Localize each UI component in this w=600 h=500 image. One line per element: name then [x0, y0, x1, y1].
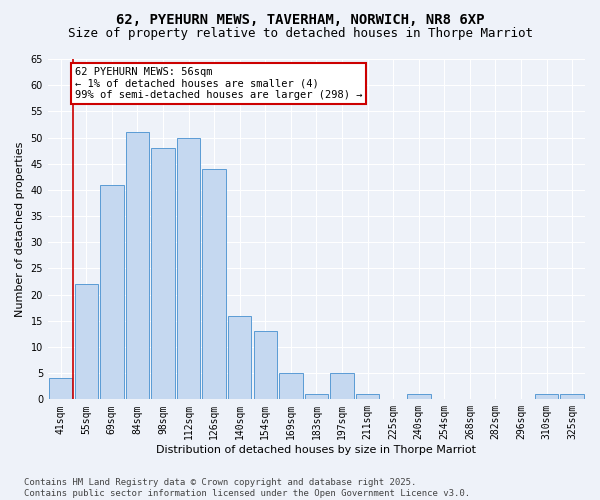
Bar — [279, 373, 302, 400]
Bar — [305, 394, 328, 400]
Y-axis label: Number of detached properties: Number of detached properties — [15, 142, 25, 317]
Bar — [560, 394, 584, 400]
Bar — [330, 373, 354, 400]
Bar — [49, 378, 73, 400]
Text: Contains HM Land Registry data © Crown copyright and database right 2025.
Contai: Contains HM Land Registry data © Crown c… — [24, 478, 470, 498]
X-axis label: Distribution of detached houses by size in Thorpe Marriot: Distribution of detached houses by size … — [157, 445, 476, 455]
Text: Size of property relative to detached houses in Thorpe Marriot: Size of property relative to detached ho… — [67, 28, 533, 40]
Text: 62, PYEHURN MEWS, TAVERHAM, NORWICH, NR8 6XP: 62, PYEHURN MEWS, TAVERHAM, NORWICH, NR8… — [116, 12, 484, 26]
Bar — [177, 138, 200, 400]
Bar — [125, 132, 149, 400]
Bar — [407, 394, 431, 400]
Bar — [356, 394, 379, 400]
Bar — [535, 394, 559, 400]
Bar — [74, 284, 98, 400]
Text: 62 PYEHURN MEWS: 56sqm
← 1% of detached houses are smaller (4)
99% of semi-detac: 62 PYEHURN MEWS: 56sqm ← 1% of detached … — [75, 67, 362, 100]
Bar — [100, 184, 124, 400]
Bar — [151, 148, 175, 400]
Bar — [202, 169, 226, 400]
Bar — [254, 332, 277, 400]
Bar — [228, 316, 251, 400]
